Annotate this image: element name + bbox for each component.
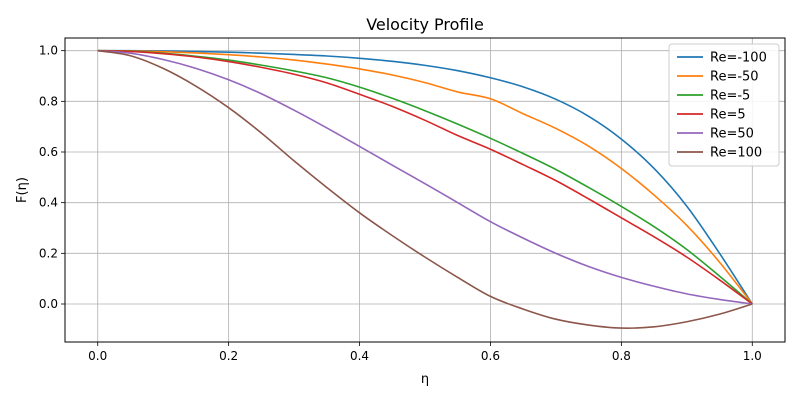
x-tick-label: 0.4 <box>350 349 369 363</box>
y-axis-label: F(η) <box>15 177 30 203</box>
y-tick-label: 0.2 <box>39 246 58 260</box>
series-line-4 <box>97 49 753 305</box>
legend-label: Re=50 <box>710 127 754 142</box>
legend-label: Re=-50 <box>710 70 759 85</box>
x-axis-label: η <box>421 372 429 387</box>
series-lines <box>97 49 753 329</box>
x-axis-ticks: 0.0 0.2 0.4 0.6 0.8 1.0 <box>88 342 762 363</box>
series-line-3 <box>97 49 753 305</box>
legend-label: Re=5 <box>710 108 746 123</box>
y-tick-label: 0.4 <box>39 196 58 210</box>
chart-title: Velocity Profile <box>366 15 484 34</box>
legend-label: Re=-100 <box>710 51 767 66</box>
y-tick-label: 0.6 <box>39 145 58 159</box>
legend: Re=-100 Re=-50 Re=-5 Re=5 Re=50 Re=100 <box>668 43 780 167</box>
x-tick-label: 0.0 <box>88 349 107 363</box>
y-tick-label: 1.0 <box>39 44 58 58</box>
grid <box>65 38 785 342</box>
series-line-0 <box>97 49 753 305</box>
series-line-2 <box>97 49 753 305</box>
series-line-1 <box>97 49 753 305</box>
legend-label: Re=-5 <box>710 89 750 104</box>
x-tick-label: 0.6 <box>481 349 500 363</box>
series-line-5 <box>97 49 753 329</box>
plot-frame <box>64 37 786 343</box>
legend-box <box>668 43 780 167</box>
x-tick-label: 1.0 <box>743 349 762 363</box>
y-axis-ticks: 0.0 0.2 0.4 0.6 0.8 1.0 <box>39 44 65 311</box>
x-tick-label: 0.2 <box>219 349 238 363</box>
x-tick-label: 0.8 <box>612 349 631 363</box>
y-tick-label: 0.8 <box>39 94 58 108</box>
y-tick-label: 0.0 <box>39 297 58 311</box>
legend-label: Re=100 <box>710 146 762 161</box>
